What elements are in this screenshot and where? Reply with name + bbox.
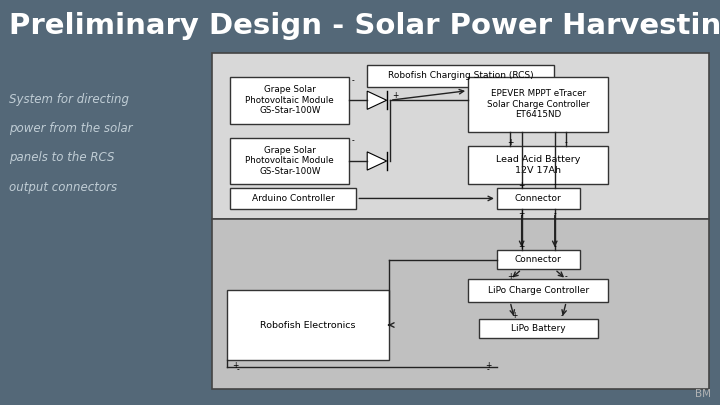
Text: -: - <box>554 209 556 218</box>
FancyBboxPatch shape <box>230 77 349 124</box>
Text: Robofish Electronics: Robofish Electronics <box>260 320 356 330</box>
Text: +: + <box>518 242 525 251</box>
FancyBboxPatch shape <box>497 250 580 269</box>
Text: -: - <box>351 136 354 145</box>
Text: +: + <box>507 272 513 281</box>
Text: Connector: Connector <box>515 255 562 264</box>
Text: -: - <box>561 311 563 320</box>
Text: Preliminary Design - Solar Power Harvesting and Storage: Preliminary Design - Solar Power Harvest… <box>9 12 720 40</box>
Text: Grape Solar
Photovoltaic Module
GS-Star-100W: Grape Solar Photovoltaic Module GS-Star-… <box>246 85 334 115</box>
Text: +: + <box>518 181 525 190</box>
Text: +: + <box>507 138 513 147</box>
FancyBboxPatch shape <box>230 188 356 209</box>
Text: -: - <box>236 365 239 374</box>
Text: +: + <box>485 361 491 370</box>
Text: Arduino Controller: Arduino Controller <box>252 194 335 203</box>
FancyBboxPatch shape <box>212 53 709 219</box>
Text: Grape Solar
Photovoltaic Module
GS-Star-100W: Grape Solar Photovoltaic Module GS-Star-… <box>246 146 334 176</box>
Text: +: + <box>511 311 518 320</box>
FancyBboxPatch shape <box>468 146 608 184</box>
Text: power from the solar: power from the solar <box>9 122 132 135</box>
Text: Lead Acid Battery
12V 17Ah: Lead Acid Battery 12V 17Ah <box>496 156 580 175</box>
FancyBboxPatch shape <box>230 138 349 184</box>
FancyBboxPatch shape <box>479 319 598 338</box>
Text: +: + <box>233 361 238 370</box>
Text: +: + <box>392 91 399 100</box>
Text: -: - <box>565 138 567 147</box>
Text: -: - <box>487 365 490 374</box>
Text: System for directing: System for directing <box>9 93 129 106</box>
Polygon shape <box>367 91 387 109</box>
Polygon shape <box>367 152 387 170</box>
Text: BM: BM <box>696 389 711 399</box>
Text: -: - <box>554 181 556 190</box>
Text: -: - <box>554 242 556 251</box>
Text: -: - <box>351 76 354 85</box>
Text: +: + <box>518 209 525 218</box>
FancyBboxPatch shape <box>367 65 554 87</box>
Text: Connector: Connector <box>515 194 562 203</box>
FancyBboxPatch shape <box>212 219 709 389</box>
Text: output connectors: output connectors <box>9 181 117 194</box>
Text: panels to the RCS: panels to the RCS <box>9 151 114 164</box>
Text: -: - <box>565 272 567 281</box>
Text: EPEVER MPPT eTracer
Solar Charge Controller
ET6415ND: EPEVER MPPT eTracer Solar Charge Control… <box>487 90 590 119</box>
FancyBboxPatch shape <box>497 188 580 209</box>
FancyBboxPatch shape <box>468 77 608 132</box>
FancyBboxPatch shape <box>227 290 389 360</box>
FancyBboxPatch shape <box>468 279 608 302</box>
Text: LiPo Battery: LiPo Battery <box>511 324 565 333</box>
Text: LiPo Charge Controller: LiPo Charge Controller <box>487 286 589 295</box>
Text: Robofish Charging Station (RCS): Robofish Charging Station (RCS) <box>388 71 534 81</box>
